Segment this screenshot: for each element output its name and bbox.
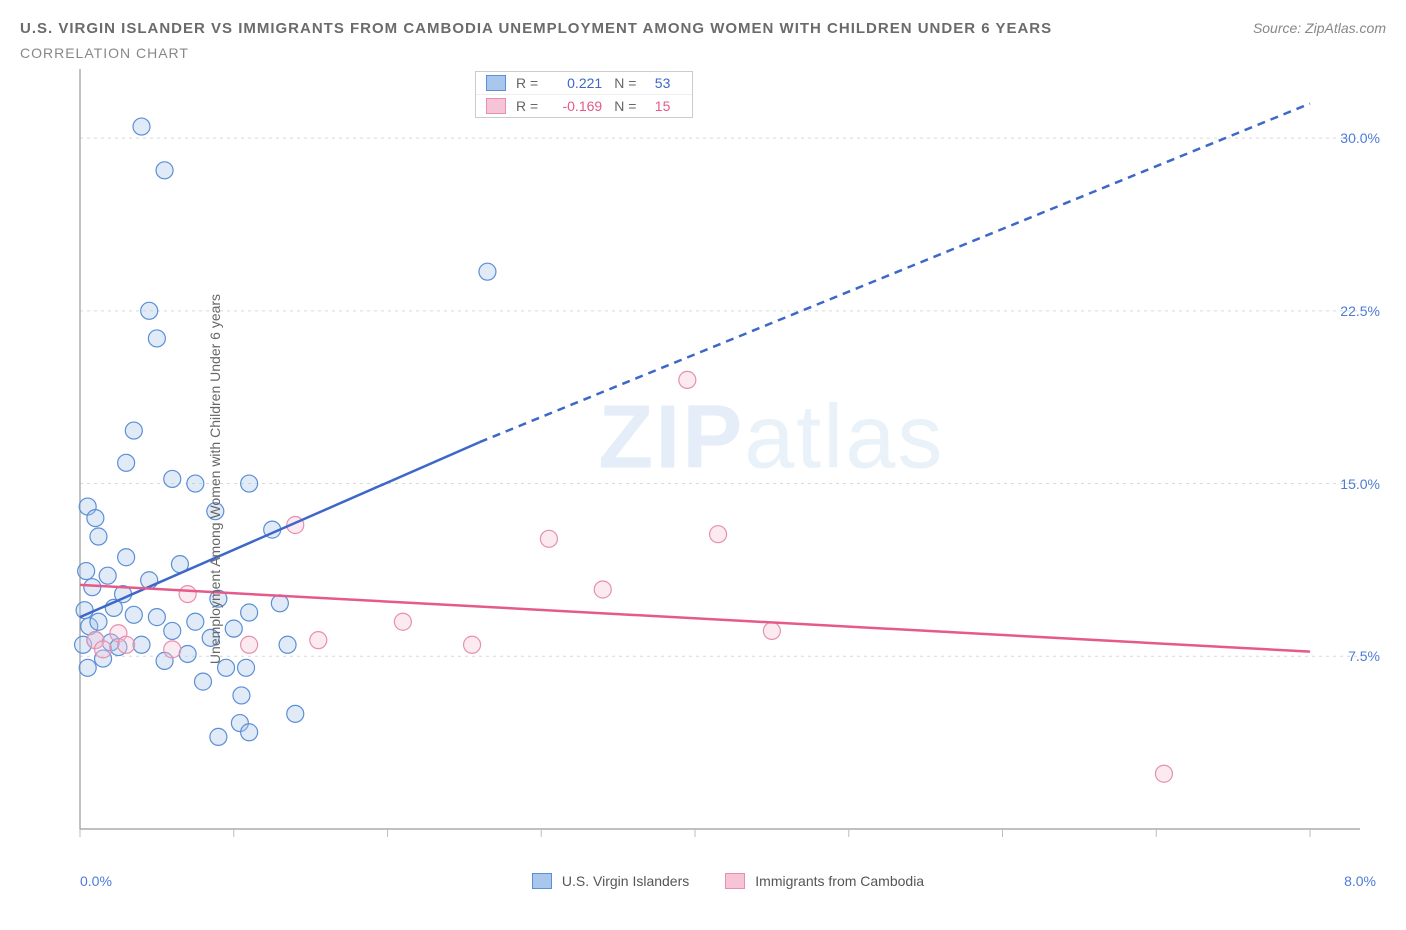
- stat-n-value: 15: [642, 98, 682, 114]
- legend-item: Immigrants from Cambodia: [725, 873, 924, 889]
- stat-r-value: 0.221: [544, 75, 614, 91]
- y-tick-label: 22.5%: [1340, 303, 1380, 319]
- legend-swatch: [532, 873, 552, 889]
- stat-n-label: N =: [614, 98, 636, 114]
- y-axis-title: Unemployment Among Women with Children U…: [207, 294, 223, 664]
- y-tick-label: 30.0%: [1340, 130, 1380, 146]
- legend-label: U.S. Virgin Islanders: [562, 873, 689, 889]
- source-attribution: Source: ZipAtlas.com: [1253, 20, 1386, 36]
- stat-n-value: 53: [642, 75, 682, 91]
- chart-title: U.S. VIRGIN ISLANDER VS IMMIGRANTS FROM …: [20, 20, 1052, 37]
- stat-r-value: -0.169: [544, 98, 614, 114]
- x-axis-max-label: 8.0%: [1344, 873, 1386, 889]
- legend-swatch: [725, 873, 745, 889]
- stat-r-label: R =: [516, 98, 538, 114]
- chart-container: Unemployment Among Women with Children U…: [20, 69, 1386, 889]
- stats-swatch: [486, 75, 506, 91]
- legend-label: Immigrants from Cambodia: [755, 873, 924, 889]
- title-block: U.S. VIRGIN ISLANDER VS IMMIGRANTS FROM …: [20, 20, 1052, 61]
- stats-swatch: [486, 98, 506, 114]
- bottom-legend: 0.0% U.S. Virgin Islanders Immigrants fro…: [20, 873, 1386, 889]
- stats-row-usvi: R = 0.221N = 53: [476, 72, 692, 94]
- correlation-stats-box: R = 0.221N = 53 R = -0.169N = 15: [475, 71, 693, 118]
- legend-items: U.S. Virgin Islanders Immigrants from Cam…: [514, 873, 942, 889]
- chart-subtitle: CORRELATION CHART: [20, 45, 1052, 61]
- scatter-chart: [20, 69, 1386, 859]
- stats-row-cambodia: R = -0.169N = 15: [476, 94, 692, 117]
- y-tick-label: 7.5%: [1348, 648, 1380, 664]
- y-tick-label: 15.0%: [1340, 476, 1380, 492]
- legend-item: U.S. Virgin Islanders: [532, 873, 689, 889]
- chart-header: U.S. VIRGIN ISLANDER VS IMMIGRANTS FROM …: [20, 20, 1386, 61]
- stat-r-label: R =: [516, 75, 538, 91]
- x-axis-min-label: 0.0%: [80, 873, 112, 889]
- stat-n-label: N =: [614, 75, 636, 91]
